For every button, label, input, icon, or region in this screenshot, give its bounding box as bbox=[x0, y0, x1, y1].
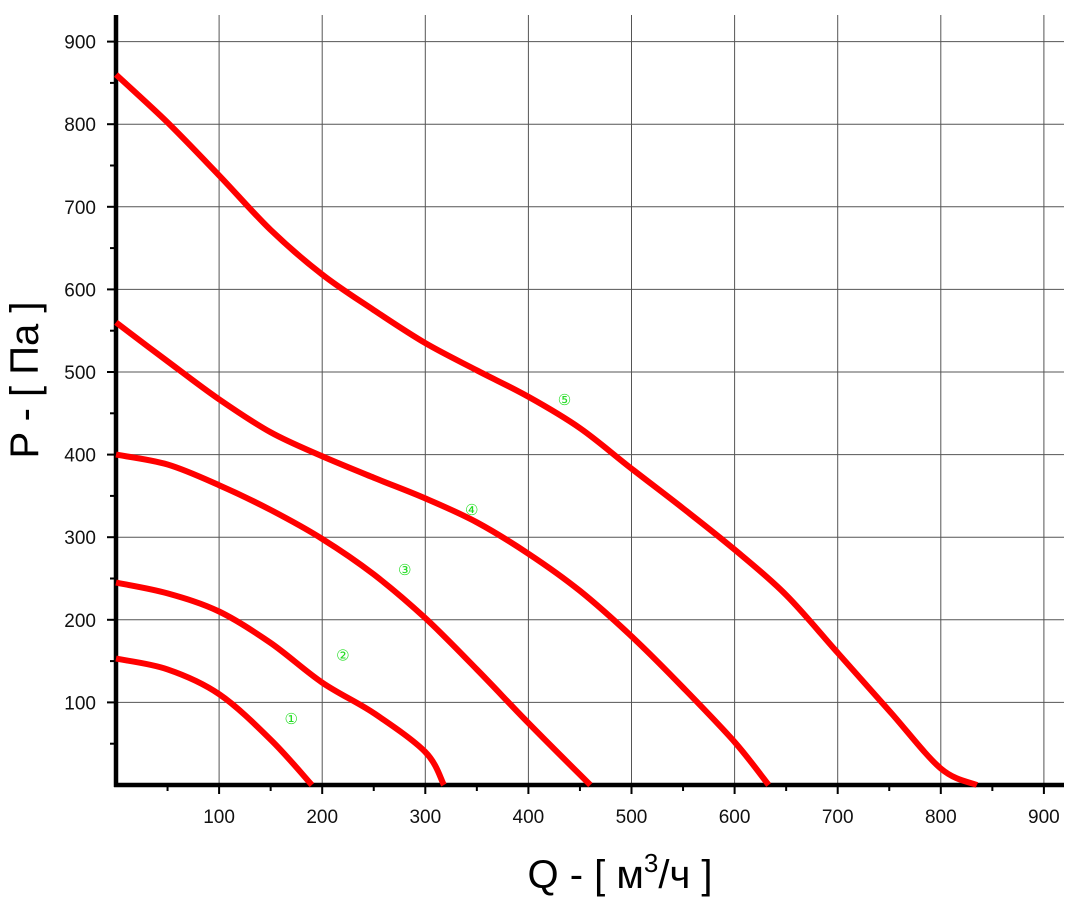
performance-curves bbox=[113, 72, 979, 788]
grid bbox=[116, 15, 1064, 785]
y-tick-label: 200 bbox=[64, 611, 96, 632]
curve-4 bbox=[114, 320, 771, 787]
y-axis-title: P - [ Па ] bbox=[3, 302, 47, 459]
curve-1 bbox=[115, 655, 315, 788]
x-tick-label: 900 bbox=[1028, 807, 1060, 828]
curve-labels: ① ② ③ ④ ⑤ bbox=[285, 391, 572, 728]
x-axis-title: Q - [ м3/ч ] bbox=[527, 848, 712, 897]
x-tick-label: 300 bbox=[409, 807, 441, 828]
x-tick-label: 500 bbox=[616, 807, 648, 828]
curve-label-3: ③ bbox=[398, 561, 411, 579]
y-tick-label: 700 bbox=[64, 198, 96, 219]
curve-2 bbox=[115, 579, 447, 787]
x-axis-title-suffix: /ч ] bbox=[658, 853, 712, 897]
y-tick-label: 100 bbox=[64, 693, 96, 714]
x-axis-title-superscript: 3 bbox=[644, 848, 658, 878]
curve-5 bbox=[113, 72, 979, 788]
y-tick-label: 800 bbox=[64, 115, 96, 136]
y-tick-label: 600 bbox=[64, 280, 96, 301]
y-tick-labels: 100 200 300 400 500 600 700 800 900 bbox=[64, 33, 96, 715]
curve-label-2: ② bbox=[336, 646, 349, 664]
x-tick-label: 200 bbox=[306, 807, 338, 828]
y-tick-label: 300 bbox=[64, 528, 96, 549]
x-tick-label: 400 bbox=[513, 807, 545, 828]
curve-label-4: ④ bbox=[465, 501, 478, 519]
y-tick-label: 400 bbox=[64, 446, 96, 467]
y-tick-label: 900 bbox=[64, 33, 96, 54]
curve-label-5: ⑤ bbox=[558, 391, 571, 409]
x-tick-labels: 100 200 300 400 500 600 700 800 900 bbox=[203, 807, 1060, 828]
x-tick-label: 700 bbox=[822, 807, 854, 828]
x-tick-label: 800 bbox=[925, 807, 957, 828]
curve-label-1: ① bbox=[285, 710, 298, 728]
x-tick-label: 100 bbox=[203, 807, 235, 828]
curve-3 bbox=[115, 451, 593, 788]
x-tick-label: 600 bbox=[719, 807, 751, 828]
y-tick-label: 500 bbox=[64, 363, 96, 384]
